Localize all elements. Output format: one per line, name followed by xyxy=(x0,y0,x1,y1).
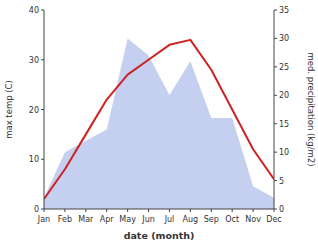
y-tick xyxy=(41,109,44,110)
x-tick xyxy=(148,209,149,212)
y2-tick xyxy=(274,66,277,67)
y-tick xyxy=(41,59,44,60)
y2-tick-label: 35 xyxy=(279,6,289,15)
y2-tick-label: 25 xyxy=(279,63,289,72)
x-tick xyxy=(106,209,107,212)
temperature-line xyxy=(44,40,274,199)
x-tick-label: Jan xyxy=(37,215,50,224)
y-tick-label: 20 xyxy=(29,106,39,115)
y-axis-label: max temp (C) xyxy=(4,80,14,139)
x-tick xyxy=(127,209,128,212)
x-tick-label: Feb xyxy=(58,215,72,224)
y2-tick-label: 0 xyxy=(279,205,284,214)
y2-tick xyxy=(274,180,277,181)
chart: JanFebMarAprMayJunJulAugSepOctNovDec0102… xyxy=(0,0,318,247)
x-tick-label: Oct xyxy=(225,215,239,224)
x-tick xyxy=(169,209,170,212)
y2-tick xyxy=(274,95,277,96)
y2-tick-label: 5 xyxy=(279,177,284,186)
y2-tick-label: 10 xyxy=(279,148,289,157)
plot-marks xyxy=(44,38,274,209)
page: {"chart_data": {"type": "line", "xlabel"… xyxy=(0,0,318,247)
precipitation-area xyxy=(44,38,274,209)
x-tick-label: Nov xyxy=(245,215,261,224)
y2-axis-label: med. precipitation (kg/m2) xyxy=(306,52,316,166)
x-tick xyxy=(211,209,212,212)
x-tick-label: Sep xyxy=(204,215,219,224)
y-tick xyxy=(41,209,44,210)
y2-tick xyxy=(274,38,277,39)
x-tick xyxy=(64,209,65,212)
x-tick-label: May xyxy=(119,215,136,224)
x-tick-label: Aug xyxy=(183,215,199,224)
y2-tick-label: 30 xyxy=(279,34,289,43)
y2-tick xyxy=(274,152,277,153)
x-tick xyxy=(253,209,254,212)
y-tick-label: 40 xyxy=(29,6,39,15)
x-axis-label: date (month) xyxy=(124,230,195,241)
y2-tick-label: 20 xyxy=(279,91,289,100)
y2-axis-line xyxy=(274,10,275,209)
x-tick xyxy=(190,209,191,212)
x-tick-label: Dec xyxy=(266,215,281,224)
y2-tick-label: 15 xyxy=(279,120,289,129)
y-tick xyxy=(41,10,44,11)
y2-tick xyxy=(274,123,277,124)
y-tick-label: 0 xyxy=(34,205,39,214)
y2-tick xyxy=(274,10,277,11)
x-tick-label: Jun xyxy=(141,215,155,224)
x-tick xyxy=(85,209,86,212)
y-tick-label: 30 xyxy=(29,56,39,65)
x-tick-label: Jul xyxy=(164,215,175,224)
chart-container: JanFebMarAprMayJunJulAugSepOctNovDec0102… xyxy=(0,0,318,247)
x-axis-line xyxy=(44,209,274,210)
y2-tick xyxy=(274,209,277,210)
x-tick-label: Apr xyxy=(100,215,115,224)
y-tick-label: 10 xyxy=(29,155,39,164)
x-tick-label: Mar xyxy=(78,215,94,224)
x-tick xyxy=(232,209,233,212)
y-tick xyxy=(41,159,44,160)
